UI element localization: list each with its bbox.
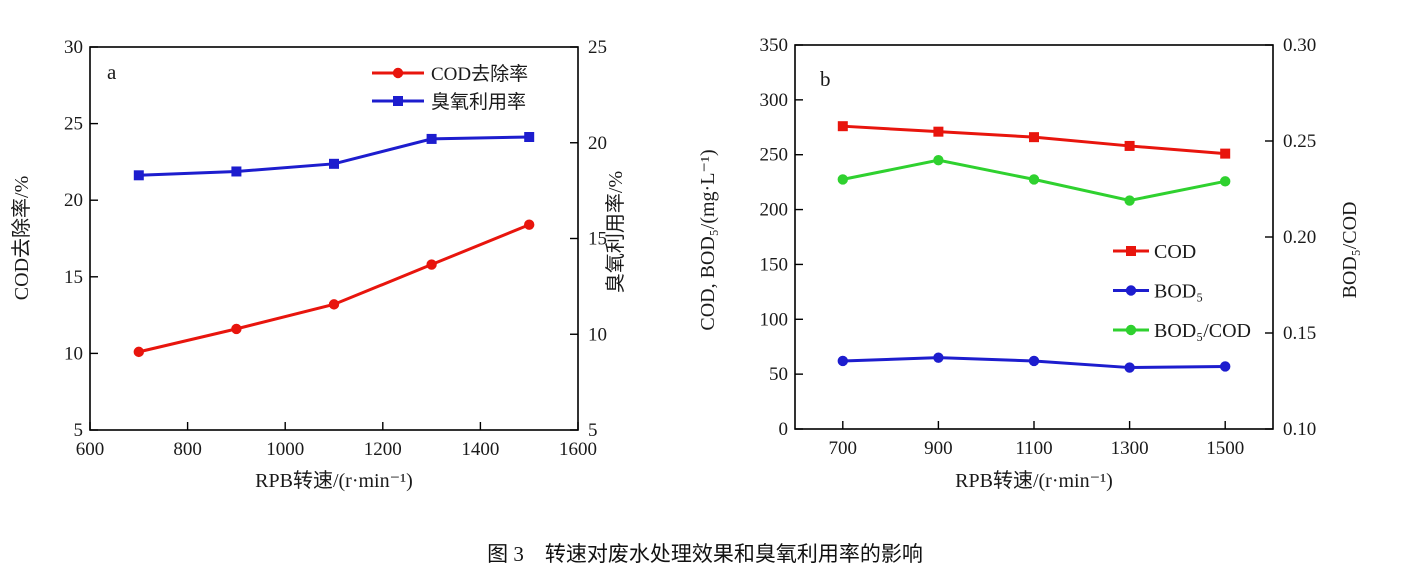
data-point-marker [328,299,340,310]
left-y-tick-label: 300 [760,90,789,111]
data-point-marker [524,219,535,230]
right-y-tick-label: 0.15 [1283,323,1316,344]
right-y-tick-label: 0.20 [1283,227,1316,248]
right-y-tick-label: 15 [588,229,607,250]
data-point-marker [524,132,535,143]
right-y-tick-label: 0.30 [1283,35,1316,56]
legend-marker [1126,246,1136,256]
right-axis-label: 臭氧利用率/% [604,171,627,293]
legend-label: BOD₅ [1154,281,1203,303]
left-y-tick-label: 100 [760,309,789,330]
data-point-marker [1124,140,1135,151]
x-axis-label: RPB转速/(r·min⁻¹) [255,469,413,492]
left-y-tick-label: 10 [64,343,83,364]
right-y-tick-label: 0.25 [1283,131,1316,152]
data-point-marker [133,346,145,358]
legend-marker [1125,324,1137,336]
panel-letter: b [820,67,831,91]
plot-frame [794,44,1274,430]
x-tick-label: 700 [829,438,858,459]
left-y-tick-label: 50 [769,364,788,385]
legend-label: BOD₅/COD [1154,320,1251,342]
left-y-tick-label: 0 [779,419,789,440]
legend-marker [1125,285,1137,296]
x-tick-label: 1600 [559,439,597,460]
right-y-tick-label: 0.10 [1283,419,1316,440]
legend-label: COD [1154,241,1196,263]
x-tick-label: 600 [76,439,105,460]
data-point-marker [837,355,849,367]
legend-marker [393,96,403,106]
x-tick-label: 1500 [1206,438,1244,459]
x-tick-label: 900 [924,438,953,459]
data-point-marker [933,126,944,137]
data-point-marker [133,170,144,181]
left-y-tick-label: 25 [64,114,83,135]
data-point-marker [837,121,848,132]
data-point-marker [933,155,944,166]
x-tick-label: 1300 [1111,438,1149,459]
data-point-marker [1029,132,1039,143]
legend-label: 臭氧利用率 [431,91,526,113]
data-point-marker [426,133,437,144]
left-axis-label: COD去除率/% [10,176,33,300]
series-line [138,223,530,354]
series-line [138,135,530,177]
x-tick-label: 1000 [266,439,304,460]
left-y-tick-label: 15 [64,267,83,288]
panel-letter: a [107,60,117,84]
chart-panel-a: 600 800 1000 1200 1400 1600510152025305101520… [10,37,627,492]
right-y-tick-label: 25 [588,37,607,58]
left-y-tick-label: 200 [760,200,789,221]
left-y-tick-label: 30 [64,37,83,58]
figure-caption: 图 3 转速对废水处理效果和臭氧利用率的影响 [487,542,923,566]
data-point-marker [837,174,849,185]
data-point-marker [231,166,242,177]
chart-panel-b: 700 900 1100 1300 1500 0 50 100 150 200 250 300 350 0… [697,35,1361,492]
left-y-tick-label: 20 [64,190,83,211]
data-point-marker [231,323,242,335]
right-y-tick-label: 5 [588,420,598,441]
right-axis-label: BOD₅/COD [1339,202,1361,299]
x-axis-label: RPB转速/(r·min⁻¹) [955,469,1113,492]
legend-label: COD去除率 [431,63,528,85]
left-axis-label: COD, BOD₅/(mg·L⁻¹) [697,149,719,330]
data-point-marker [426,259,437,270]
legend-marker [392,67,404,79]
right-y-tick-label: 20 [588,133,607,154]
left-y-tick-label: 350 [760,35,789,56]
left-y-tick-label: 250 [760,145,789,166]
left-y-tick-label: 150 [760,254,789,275]
data-point-marker [329,158,339,169]
x-tick-label: 800 [173,439,202,460]
right-y-tick-label: 10 [588,324,607,345]
data-point-marker [1220,361,1231,372]
data-point-marker [1028,355,1040,367]
data-point-marker [1124,195,1135,206]
data-point-marker [1220,176,1231,187]
x-tick-label: 1400 [461,439,499,460]
x-tick-label: 1200 [364,439,402,460]
data-point-marker [1124,362,1135,373]
x-tick-label: 1100 [1015,438,1052,459]
data-point-marker [1028,174,1040,185]
data-point-marker [1220,148,1231,159]
data-point-marker [933,352,944,363]
left-y-tick-label: 5 [74,420,84,441]
